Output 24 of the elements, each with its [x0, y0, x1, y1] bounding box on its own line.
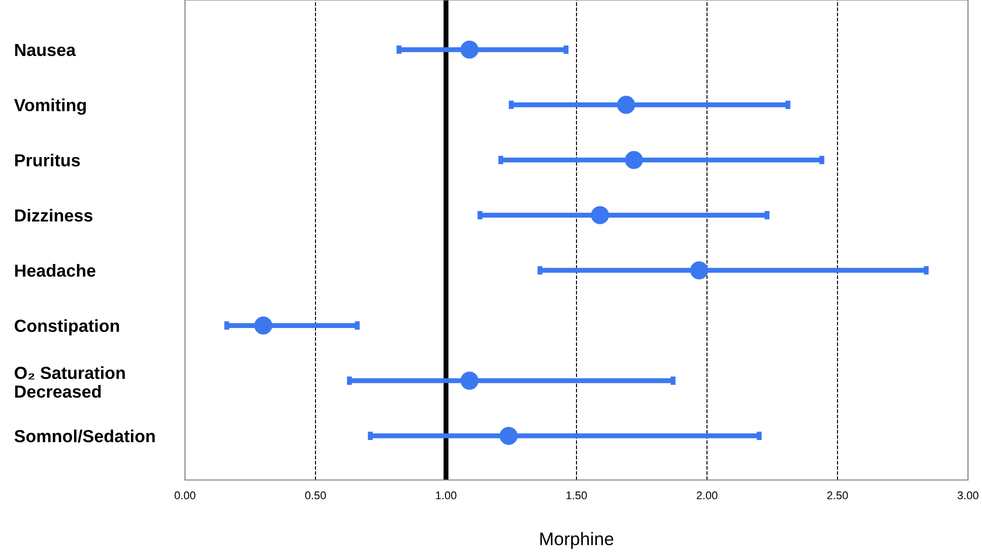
- y-tick-label: O₂ Saturation Decreased: [14, 366, 125, 398]
- x-axis-title: Morphine: [540, 532, 614, 549]
- y-tick-label: Constipation: [14, 319, 120, 336]
- point: [500, 426, 518, 445]
- x-tick-label: 1.00: [436, 491, 456, 500]
- y-tick-label: Vomiting: [14, 98, 86, 115]
- point: [460, 40, 479, 59]
- x-tick-label: 3.00: [958, 491, 978, 500]
- y-tick-label: Nausea: [15, 44, 76, 56]
- y-tick-label: Pruritus: [15, 154, 80, 166]
- point: [624, 150, 643, 170]
- x-tick-label: 1.50: [566, 491, 587, 500]
- x-tick-label: 0.50: [305, 491, 326, 500]
- point: [590, 206, 610, 224]
- y-tick-label: Dizziness: [15, 208, 92, 222]
- y-tick-label: Somnol/Sedation: [14, 430, 155, 442]
- x-tick-label: 0.00: [174, 491, 196, 500]
- x-tick-label: 2.00: [696, 491, 718, 500]
- point: [617, 96, 636, 114]
- point: [460, 372, 479, 390]
- point: [690, 261, 708, 280]
- point: [254, 316, 272, 335]
- x-tick-label: 2.50: [827, 491, 848, 500]
- y-tick-label: Headache: [15, 264, 96, 277]
